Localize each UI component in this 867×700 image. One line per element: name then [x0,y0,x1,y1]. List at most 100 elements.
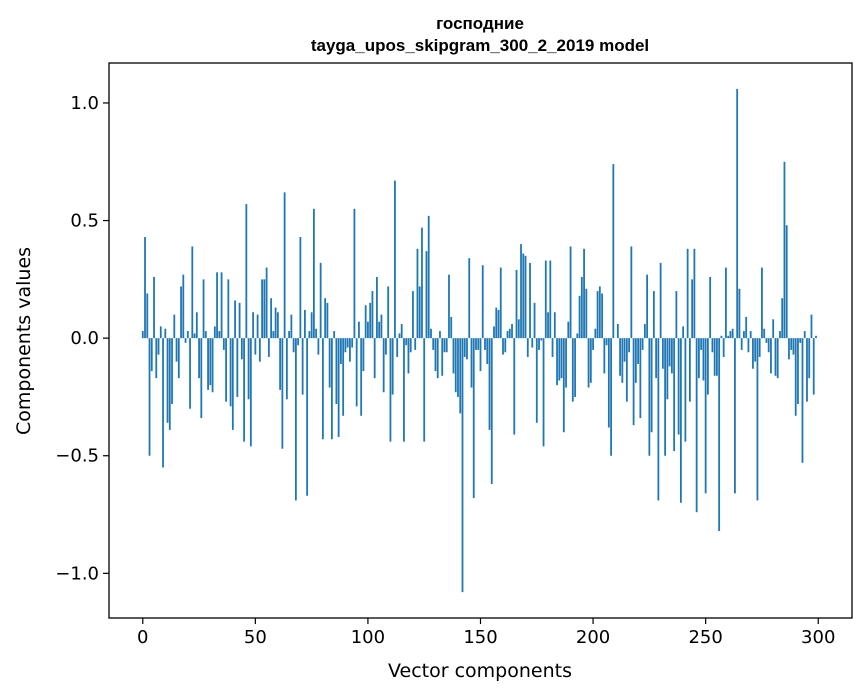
bar-component-272 [754,338,756,362]
bar-component-82 [327,303,329,338]
bar-component-34 [218,331,220,338]
bar-component-88 [340,338,342,364]
bar-component-23 [194,333,196,338]
bar-component-100 [367,322,369,338]
bar-component-238 [678,338,680,434]
bar-component-49 [252,312,254,338]
bar-component-36 [223,338,225,350]
bar-component-9 [162,338,164,467]
bar-component-213 [621,338,623,383]
bar-component-299 [815,336,817,338]
bar-component-121 [414,338,416,350]
bar-component-209 [612,164,614,338]
bar-component-81 [324,298,326,338]
bar-component-139 [455,338,457,392]
bar-component-283 [779,331,781,338]
bar-component-278 [768,338,770,352]
bar-component-261 [730,331,732,338]
bar-component-208 [610,338,612,456]
bar-component-284 [781,298,783,338]
bar-component-264 [736,89,738,338]
bar-component-11 [167,338,169,423]
bar-component-144 [466,338,468,359]
bar-component-197 [585,289,587,338]
bar-component-194 [579,296,581,338]
bar-component-85 [333,331,335,338]
bar-component-182 [552,338,554,357]
bar-component-255 [716,338,718,376]
bar-component-249 [703,338,705,380]
bar-component-175 [536,338,538,423]
bar-component-43 [239,303,241,338]
bar-component-206 [606,338,608,345]
bar-component-142 [462,338,464,592]
bar-component-192 [574,338,576,397]
bar-component-117 [405,338,407,345]
bar-component-228 [655,338,657,378]
bar-component-96 [358,322,360,338]
bar-component-19 [185,338,187,343]
bar-component-76 [313,209,315,338]
bar-component-215 [626,338,628,402]
bar-component-118 [408,338,410,373]
bar-component-133 [441,338,443,376]
bar-component-17 [180,286,182,338]
bar-component-177 [540,338,542,340]
bar-component-50 [254,338,256,354]
bar-component-122 [417,249,419,338]
bar-component-40 [232,338,234,430]
bar-component-66 [290,315,292,339]
bar-component-108 [385,338,387,354]
bar-component-141 [459,338,461,413]
bar-component-22 [191,246,193,338]
bar-component-59 [275,308,277,339]
bar-component-125 [423,338,425,441]
bar-component-105 [378,322,380,338]
bar-component-109 [387,286,389,338]
bar-component-7 [158,338,160,354]
y-tick-label: −1.0 [55,563,99,584]
bar-component-170 [525,256,527,338]
bar-component-287 [788,338,790,359]
bar-component-93 [351,338,353,347]
bar-component-20 [187,331,189,338]
bar-component-24 [196,312,198,338]
bar-component-239 [680,338,682,503]
bar-component-57 [270,298,272,338]
bar-component-237 [675,291,677,338]
x-tick-label: 50 [244,627,267,648]
bar-component-2 [146,293,148,338]
bar-component-173 [531,338,533,347]
bar-component-266 [741,338,743,350]
bar-component-63 [284,192,286,338]
bar-component-75 [311,312,313,338]
bar-component-160 [502,338,504,354]
bar-component-286 [786,225,788,338]
bar-component-236 [673,338,675,451]
bar-component-161 [504,338,506,352]
bar-component-130 [435,338,437,371]
bar-component-132 [439,331,441,338]
bar-component-282 [777,338,779,378]
bar-component-280 [772,319,774,338]
bar-component-80 [322,338,324,439]
bar-component-110 [390,338,392,441]
bar-component-263 [734,338,736,493]
bar-component-39 [230,338,232,406]
bar-component-232 [664,338,666,456]
bar-component-256 [718,338,720,531]
bar-component-179 [545,261,547,339]
bar-component-51 [257,315,259,339]
bar-component-148 [475,338,477,350]
bar-component-97 [360,338,362,416]
bar-component-119 [410,338,412,352]
bar-component-153 [486,338,488,364]
bar-component-136 [448,275,450,339]
bar-component-147 [473,338,475,498]
bar-component-143 [464,338,466,357]
bar-component-35 [221,272,223,338]
bar-component-79 [320,263,322,338]
bar-component-189 [567,322,569,338]
y-tick-label: −0.5 [55,446,99,467]
bar-component-169 [522,253,524,338]
